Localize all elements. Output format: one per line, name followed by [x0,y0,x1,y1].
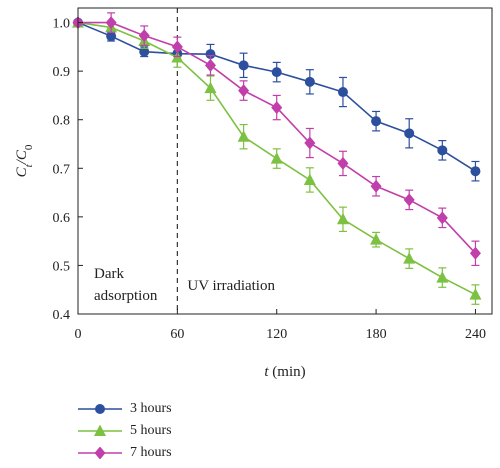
data-point [303,173,316,185]
data-point [469,246,481,260]
y-tick-label: 0.5 [53,259,71,274]
data-point [370,233,383,245]
x-tick-label: 240 [465,327,486,342]
y-tick-label: 0.7 [53,162,71,177]
data-point [238,84,250,98]
data-point [370,179,382,193]
data-point [204,58,216,72]
series-line [78,21,477,254]
data-point [436,211,448,225]
data-point [271,67,282,78]
x-tick-label: 60 [170,327,184,342]
y-tick-label: 1.0 [53,17,71,32]
legend-marker [94,425,106,436]
legend-marker [94,447,106,459]
data-point [469,288,482,300]
data-point [138,29,150,43]
legend-item: 3 hours [78,398,172,420]
x-tick-label: 0 [75,327,82,342]
legend-label: 5 hours [130,423,172,438]
data-point [204,81,217,94]
legend-item: 7 hours [78,442,172,464]
data-point [237,130,250,142]
data-point [105,16,117,30]
data-point [337,156,349,170]
data-point [437,145,448,156]
series-2 [72,16,482,305]
data-point [205,49,216,60]
data-point [139,46,150,57]
data-point [337,87,348,98]
data-point [171,40,183,54]
y-axis-label: Ct/C0 [14,144,35,177]
legend-item: 5 hours [78,420,172,442]
series-3 [72,12,481,267]
x-tick-label: 180 [366,327,387,342]
x-axis-label: t (min) [264,364,305,380]
data-point [270,152,283,164]
legend-label: 7 hours [130,445,172,460]
annotation-adsorption: adsorption [94,288,158,304]
data-point [470,166,481,177]
data-point [304,136,316,150]
data-point [403,193,415,207]
data-point [403,252,416,264]
data-point [336,212,349,225]
legend-swatch [78,447,122,459]
data-point [304,76,315,87]
plot-frame [77,7,493,315]
annotation-dark: Dark [94,266,124,282]
legend-label: 3 hours [130,401,172,416]
data-point [238,60,249,71]
y-tick-label: 0.6 [53,211,71,226]
y-tick-label: 0.9 [53,65,71,80]
data-point [371,116,382,127]
data-point [436,271,449,283]
data-point [106,31,117,42]
y-tick-label: 0.8 [53,114,71,129]
legend-swatch [78,404,122,414]
x-tick-label: 120 [266,327,287,342]
legend-swatch [78,425,122,436]
data-point [271,101,283,115]
legend: 3 hours 5 hours 7 hours [78,398,172,464]
data-point [404,128,415,139]
annotation-uv: UV irradiation [187,278,275,294]
y-tick-label: 0.4 [53,308,71,323]
legend-marker [95,404,105,414]
